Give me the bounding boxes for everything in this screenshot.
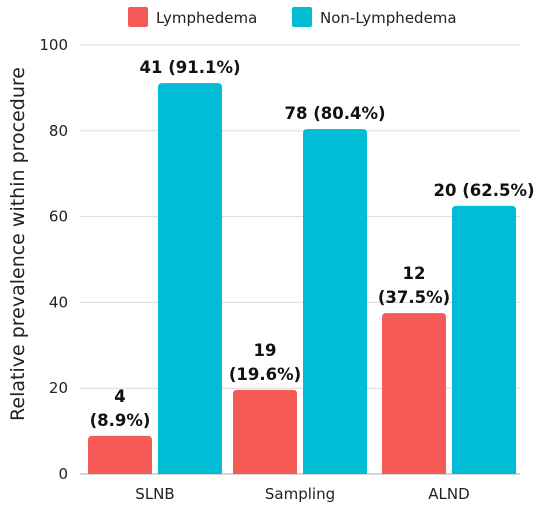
data-label: (37.5%) bbox=[378, 288, 450, 307]
x-tick-label: Sampling bbox=[265, 485, 335, 503]
bar-non-lymphedema-alnd bbox=[452, 205, 516, 474]
legend: Lymphedema Non-Lymphedema bbox=[128, 7, 457, 27]
y-axis-ticks: 0 20 40 60 80 100 bbox=[39, 36, 68, 483]
data-label: 78 (80.4%) bbox=[284, 104, 385, 123]
y-tick-label: 0 bbox=[58, 465, 68, 483]
x-tick-label: SLNB bbox=[135, 485, 174, 503]
data-labels: 4 (8.9%) 41 (91.1%) 19 (19.6%) 78 (80.4%) 12 (3… bbox=[90, 58, 535, 430]
bar-lymphedema-slnb bbox=[88, 435, 152, 474]
data-label: 12 bbox=[403, 264, 426, 283]
x-tick-label: ALND bbox=[428, 485, 469, 503]
legend-label: Lymphedema bbox=[156, 9, 257, 27]
y-axis-label: Relative prevalence within procedure bbox=[7, 67, 29, 421]
bar-non-lymphedema-sampling bbox=[303, 129, 367, 475]
y-tick-label: 100 bbox=[39, 36, 68, 54]
y-tick-label: 60 bbox=[49, 208, 68, 226]
y-tick-label: 80 bbox=[49, 122, 68, 140]
data-label: 41 (91.1%) bbox=[139, 58, 240, 77]
legend-swatch bbox=[292, 7, 312, 27]
bar-non-lymphedema-slnb bbox=[158, 83, 222, 474]
data-label: 19 bbox=[254, 341, 277, 360]
legend-label: Non-Lymphedema bbox=[320, 9, 457, 27]
data-label: (8.9%) bbox=[90, 411, 151, 430]
data-label: (19.6%) bbox=[229, 365, 301, 384]
data-label: 20 (62.5%) bbox=[433, 181, 534, 200]
bar-lymphedema-alnd bbox=[382, 313, 446, 474]
gridlines bbox=[80, 44, 520, 475]
x-axis-ticks: SLNB Sampling ALND bbox=[135, 485, 469, 503]
y-tick-label: 40 bbox=[49, 293, 68, 311]
data-label: 4 bbox=[114, 387, 125, 406]
y-tick-label: 20 bbox=[49, 379, 68, 397]
legend-swatch bbox=[128, 7, 148, 27]
bar-lymphedema-sampling bbox=[233, 389, 297, 474]
bars bbox=[88, 83, 516, 475]
